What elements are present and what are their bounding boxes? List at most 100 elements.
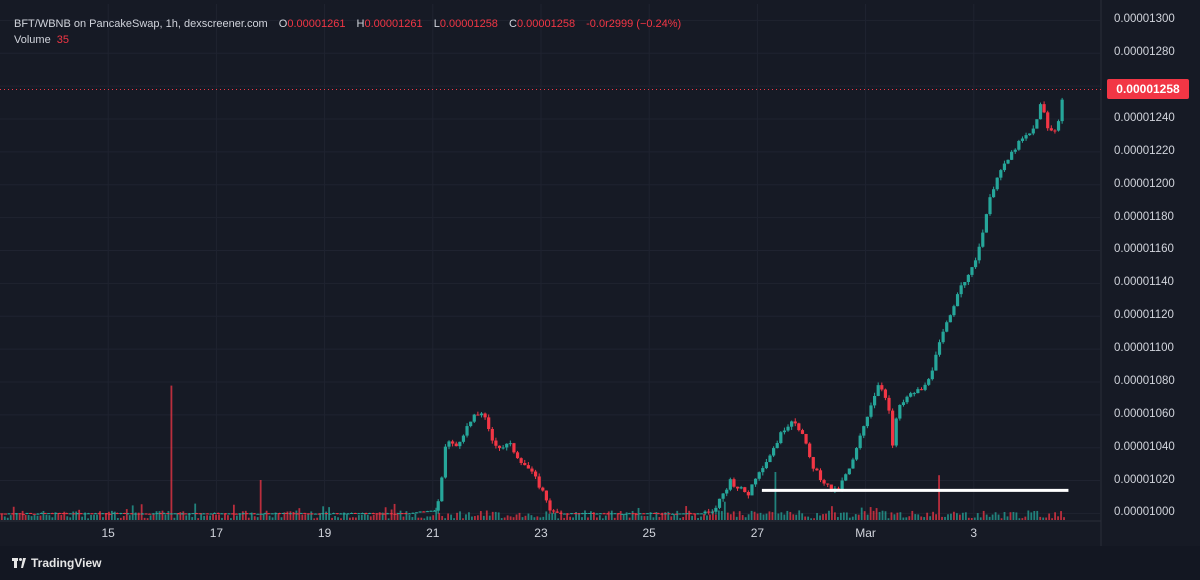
candle-body	[148, 513, 152, 515]
candle-body	[436, 501, 440, 511]
volume-bar	[554, 512, 557, 520]
volume-bar	[914, 514, 917, 520]
candle-body	[194, 513, 199, 515]
candlestick-chart[interactable]	[0, 0, 1200, 546]
volume-bar	[39, 515, 42, 520]
volume-bar	[99, 511, 101, 520]
volume-bar	[119, 517, 122, 520]
volume-bar	[610, 510, 613, 520]
candle-body	[57, 512, 62, 514]
volume-bar	[825, 513, 827, 520]
volume-bar	[628, 517, 631, 520]
volume-bar	[78, 509, 81, 520]
volume-bar	[985, 514, 988, 520]
volume-bar	[536, 516, 539, 520]
candle-body	[209, 513, 213, 515]
candle-body	[1031, 128, 1035, 134]
volume-bar	[149, 515, 152, 520]
volume-bar	[872, 510, 875, 520]
volume-bar	[155, 511, 158, 520]
volume-bar	[911, 510, 914, 520]
time-tick-label: 3	[970, 526, 978, 540]
volume-bar	[265, 510, 268, 520]
volume-bar	[887, 518, 890, 520]
volume-bar	[783, 514, 786, 520]
volume-bar	[991, 514, 994, 520]
volume-bar	[479, 511, 482, 520]
candle-body	[151, 513, 155, 515]
volume-bar	[667, 511, 670, 520]
volume-bar	[944, 516, 946, 520]
volume-bar	[560, 510, 563, 520]
volume-bar	[1057, 516, 1059, 520]
volume-bar	[122, 516, 125, 520]
volume-bar	[503, 517, 506, 520]
candle-body	[54, 512, 58, 514]
volume-bar	[726, 512, 729, 520]
volume-bar	[625, 512, 628, 520]
low-label: L	[433, 18, 440, 30]
volume-bar	[646, 516, 649, 520]
volume-bar	[250, 512, 253, 520]
candle-body	[126, 513, 130, 515]
price-tick-label: 0.00001120	[1114, 309, 1174, 322]
volume-bar	[96, 514, 98, 520]
candle-body	[61, 513, 65, 515]
price-tick-label: 0.00001160	[1114, 243, 1174, 256]
candle-body	[519, 458, 523, 463]
candle-body	[83, 513, 87, 515]
candle-body	[735, 486, 740, 489]
time-tick-label: 19	[317, 526, 332, 540]
candle-body	[357, 513, 361, 515]
volume-bar	[622, 514, 625, 520]
volume-bar	[509, 516, 512, 520]
volume-bar	[81, 516, 84, 520]
volume-bar	[66, 516, 69, 520]
candle-body	[465, 426, 469, 436]
volume-bar	[563, 517, 566, 520]
volume-bar	[369, 516, 372, 520]
candle-body	[948, 315, 952, 323]
candle-body	[1024, 135, 1028, 139]
candle-body	[620, 513, 624, 515]
volume-bar	[325, 511, 328, 520]
volume-bar	[387, 518, 390, 520]
volume-bar	[203, 515, 206, 520]
volume-bar	[706, 515, 708, 520]
volume-bar	[1009, 512, 1012, 520]
candle-body	[544, 490, 548, 501]
volume-bar	[143, 517, 146, 520]
volume-bar	[587, 517, 589, 520]
candle-body	[808, 443, 812, 458]
volume-bar	[200, 513, 203, 520]
volume-bar	[57, 513, 60, 520]
candle-body	[811, 457, 815, 469]
candle-body	[761, 468, 765, 473]
volume-bar	[360, 514, 363, 520]
volume-bar	[923, 517, 926, 520]
candle-body	[274, 513, 278, 515]
candle-body	[227, 513, 231, 515]
volume-bar	[967, 517, 970, 520]
chart-legend: BFT/WBNB on PancakeSwap, 1h, dexscreener…	[14, 16, 681, 48]
candle-body	[220, 513, 224, 515]
volume-bar	[289, 511, 292, 520]
volume-bar	[298, 508, 301, 520]
volume-bar	[90, 514, 92, 520]
candle-body	[476, 414, 480, 416]
candle-body	[487, 417, 491, 429]
volume-bar	[432, 515, 435, 520]
volume-bar	[131, 505, 134, 520]
time-tick-label: 23	[534, 526, 548, 540]
volume-bar	[694, 514, 696, 520]
volume-bar	[271, 517, 274, 520]
volume-bar	[658, 516, 661, 520]
volume-bar	[319, 513, 322, 520]
volume-bar	[723, 501, 726, 520]
candle-body	[530, 468, 534, 472]
volume-bar	[798, 510, 801, 520]
candle-body	[346, 513, 350, 515]
volume-bar	[375, 514, 378, 520]
volume-bar	[93, 514, 95, 520]
tradingview-logo[interactable]: TradingView	[12, 556, 101, 570]
